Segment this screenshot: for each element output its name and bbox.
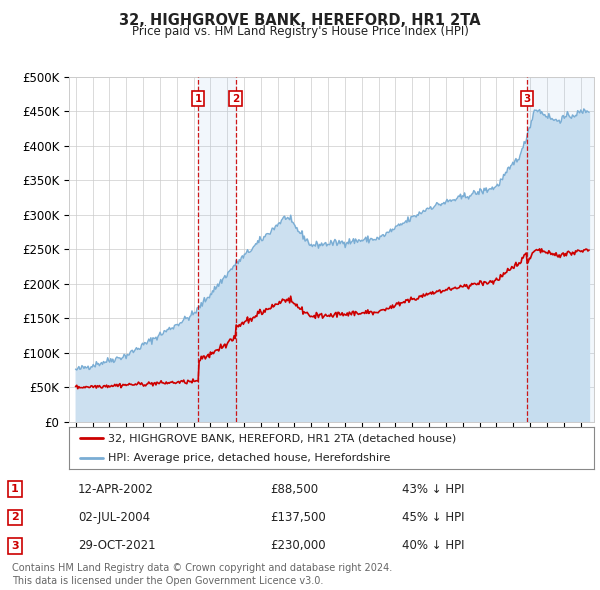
Text: HPI: Average price, detached house, Herefordshire: HPI: Average price, detached house, Here… xyxy=(109,454,391,463)
Text: Price paid vs. HM Land Registry's House Price Index (HPI): Price paid vs. HM Land Registry's House … xyxy=(131,25,469,38)
Text: £230,000: £230,000 xyxy=(270,539,326,552)
Text: 45% ↓ HPI: 45% ↓ HPI xyxy=(402,511,464,524)
Text: 2: 2 xyxy=(11,513,19,522)
Text: 2: 2 xyxy=(232,94,239,104)
Bar xyxy=(527,77,594,422)
Text: Contains HM Land Registry data © Crown copyright and database right 2024.: Contains HM Land Registry data © Crown c… xyxy=(12,563,392,573)
Text: 1: 1 xyxy=(194,94,202,104)
Bar xyxy=(198,77,236,422)
Text: 1: 1 xyxy=(11,484,19,494)
Text: 40% ↓ HPI: 40% ↓ HPI xyxy=(402,539,464,552)
Text: £88,500: £88,500 xyxy=(270,483,318,496)
Text: 3: 3 xyxy=(524,94,531,104)
Text: 32, HIGHGROVE BANK, HEREFORD, HR1 2TA: 32, HIGHGROVE BANK, HEREFORD, HR1 2TA xyxy=(119,13,481,28)
Text: £137,500: £137,500 xyxy=(270,511,326,524)
Text: 3: 3 xyxy=(11,541,19,550)
Text: 02-JUL-2004: 02-JUL-2004 xyxy=(78,511,150,524)
Text: 12-APR-2002: 12-APR-2002 xyxy=(78,483,154,496)
Text: 43% ↓ HPI: 43% ↓ HPI xyxy=(402,483,464,496)
Text: This data is licensed under the Open Government Licence v3.0.: This data is licensed under the Open Gov… xyxy=(12,576,323,586)
Text: 29-OCT-2021: 29-OCT-2021 xyxy=(78,539,155,552)
Text: 32, HIGHGROVE BANK, HEREFORD, HR1 2TA (detached house): 32, HIGHGROVE BANK, HEREFORD, HR1 2TA (d… xyxy=(109,434,457,444)
